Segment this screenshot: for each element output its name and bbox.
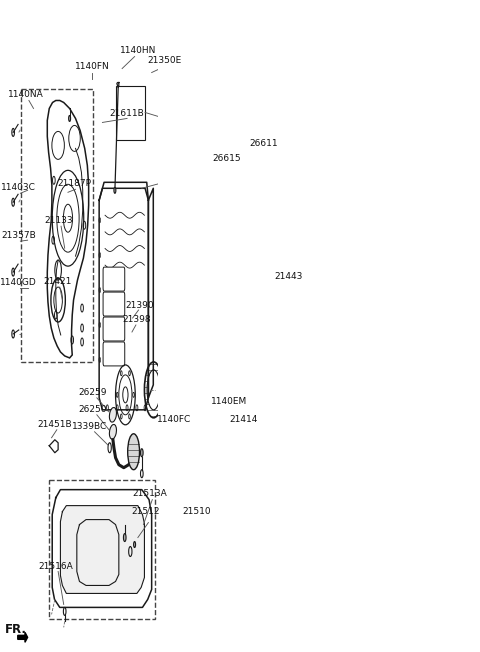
Text: 21350E: 21350E (147, 56, 181, 65)
Ellipse shape (109, 408, 117, 422)
Text: 21510: 21510 (182, 507, 211, 516)
Text: 21516A: 21516A (38, 562, 73, 571)
Text: 21357B: 21357B (1, 231, 36, 240)
Text: 26611: 26611 (249, 139, 277, 148)
Text: 1339BC: 1339BC (72, 422, 108, 431)
Text: 21513A: 21513A (132, 489, 168, 498)
Circle shape (141, 449, 143, 456)
Polygon shape (60, 505, 144, 593)
Circle shape (128, 434, 140, 469)
Text: 11403C: 11403C (1, 183, 36, 192)
Text: FR.: FR. (4, 623, 26, 636)
FancyBboxPatch shape (103, 342, 125, 366)
Bar (116, 85, 145, 140)
Text: 1140GD: 1140GD (0, 278, 37, 287)
Circle shape (133, 542, 135, 548)
Text: 21451B: 21451B (38, 421, 72, 429)
Ellipse shape (109, 424, 117, 439)
FancyBboxPatch shape (198, 430, 218, 480)
FancyBboxPatch shape (103, 292, 125, 316)
Text: 21187P: 21187P (58, 179, 92, 188)
Text: 1140FC: 1140FC (156, 415, 191, 424)
Text: 26250: 26250 (78, 406, 107, 414)
FancyBboxPatch shape (103, 317, 125, 341)
Text: 21512: 21512 (132, 507, 160, 516)
Text: 1140FN: 1140FN (74, 62, 109, 71)
Text: 21421: 21421 (43, 276, 72, 286)
Text: 26259: 26259 (78, 389, 107, 397)
FancyArrow shape (18, 632, 28, 642)
Text: 21414: 21414 (229, 415, 258, 424)
Circle shape (193, 416, 196, 424)
Text: 21133: 21133 (45, 216, 73, 225)
Text: 21390: 21390 (125, 301, 154, 310)
Bar (49, 480, 155, 619)
Text: 1140EM: 1140EM (211, 397, 247, 406)
Text: 21611B: 21611B (109, 109, 144, 118)
Text: 26615: 26615 (213, 154, 241, 163)
Circle shape (123, 533, 126, 542)
Text: 21443: 21443 (274, 272, 302, 280)
FancyBboxPatch shape (103, 267, 125, 291)
Circle shape (69, 115, 71, 121)
Text: 1140HN: 1140HN (120, 46, 156, 55)
Text: 21398: 21398 (122, 314, 151, 323)
Bar (21, 89, 93, 362)
Circle shape (114, 187, 116, 193)
Text: 1140NA: 1140NA (9, 90, 44, 99)
